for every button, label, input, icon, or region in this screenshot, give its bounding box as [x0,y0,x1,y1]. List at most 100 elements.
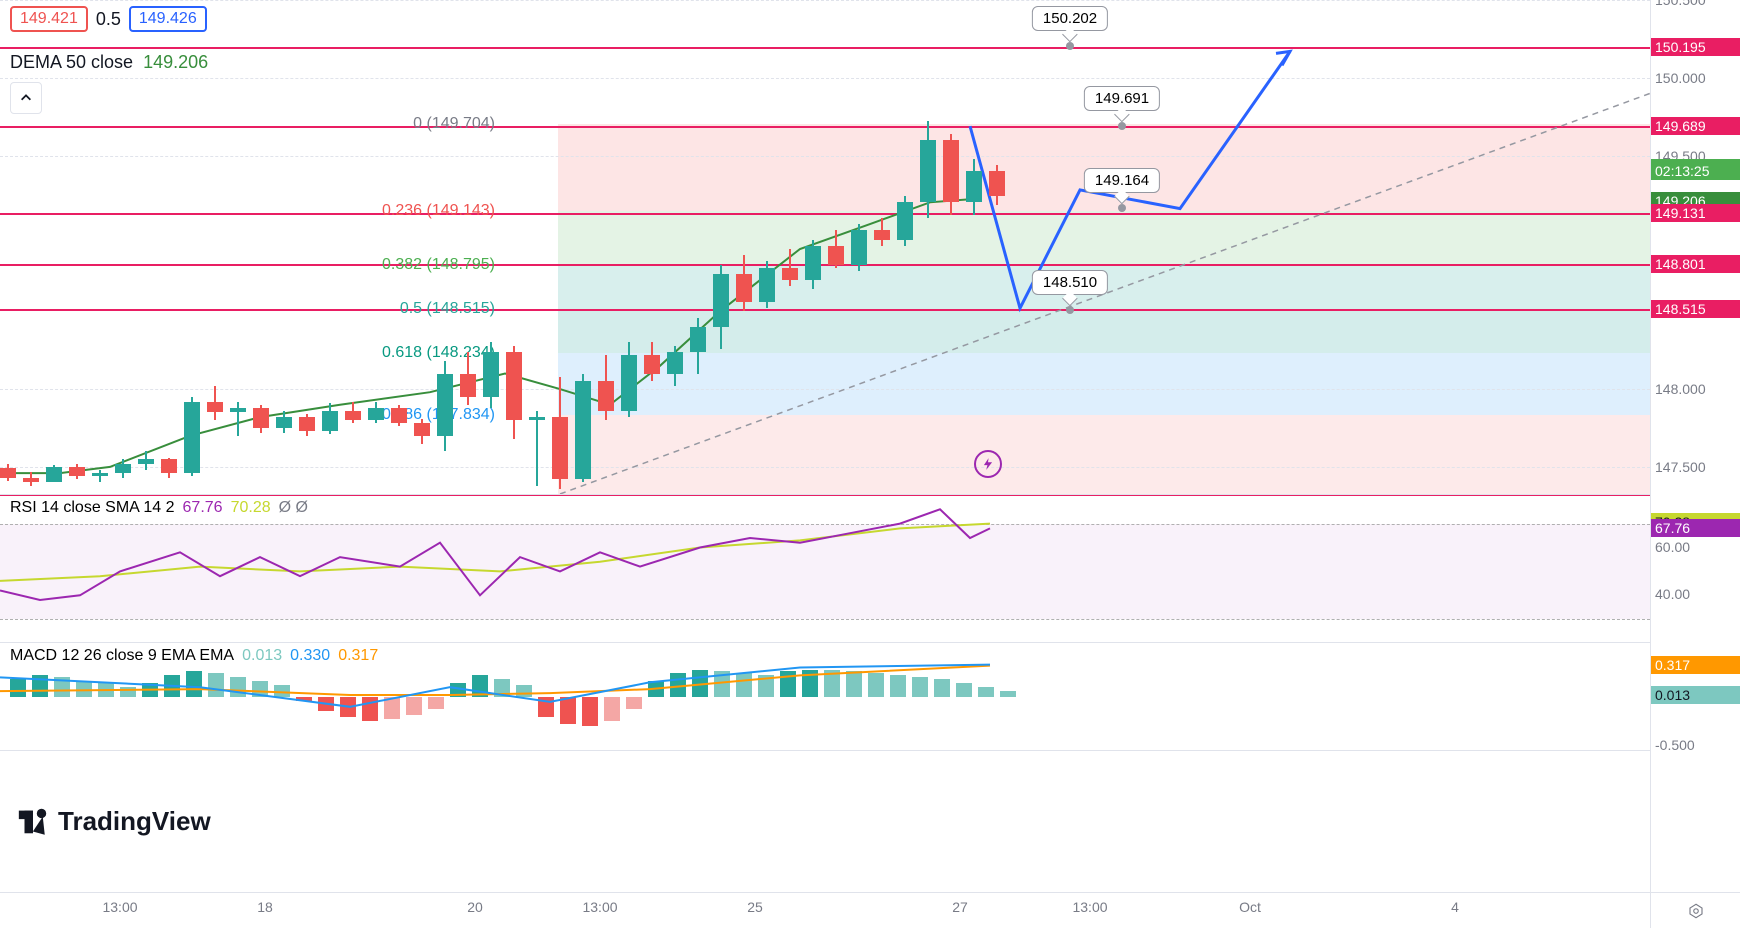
macd-v2: 0.330 [290,647,330,665]
candle [989,0,1005,494]
settings-corner[interactable] [1650,892,1740,928]
macd-bar [120,687,136,697]
main-yaxis: 150.500150.000149.500148.000147.500150.1… [1650,0,1740,494]
candle [299,0,315,494]
candle [184,0,200,494]
candle [253,0,269,494]
macd-bar [76,681,92,697]
candle [828,0,844,494]
candle [138,0,154,494]
macd-bar [824,670,840,697]
macd-bar [934,679,950,697]
gridline [0,467,1650,468]
x-label: 13:00 [102,899,137,915]
macd-bar [692,670,708,697]
rsi-bound [0,619,1650,620]
candle [115,0,131,494]
h-line [0,213,1650,215]
candle [322,0,338,494]
buy-box[interactable]: 149.426 [129,6,207,32]
candle [644,0,660,494]
macd-bar [274,685,290,697]
macd-bar [1000,691,1016,697]
price-callout[interactable]: 149.164 [1084,168,1160,193]
macd-bar [802,670,818,697]
price-callout[interactable]: 149.691 [1084,86,1160,111]
candle [483,0,499,494]
macd-legend: MACD 12 26 close 9 EMA EMA 0.013 0.330 0.31… [10,647,378,665]
macd-bar [428,697,444,709]
candle [391,0,407,494]
candle [920,0,936,494]
dema-legend: DEMA 50 close149.206 [10,52,208,73]
rsi-yaxis: 60.0040.0070.2867.76 [1650,494,1740,642]
callout-dot [1066,306,1074,314]
bolt-icon[interactable] [974,450,1002,478]
macd-bar [758,675,774,697]
candle [414,0,430,494]
macd-bar [868,673,884,697]
candle [621,0,637,494]
candle [897,0,913,494]
main-chart[interactable]: 0 (149.704)0.236 (149.143)0.382 (148.795… [0,0,1650,494]
candle [69,0,85,494]
collapse-button[interactable] [10,82,42,114]
logo-yaxis [1650,750,1740,892]
candle [805,0,821,494]
price-tag: 02:13:25 [1651,162,1740,180]
macd-bar [186,671,202,697]
sell-box[interactable]: 149.421 [10,6,88,32]
candle [437,0,453,494]
x-label: 18 [257,899,273,915]
candle [966,0,982,494]
candle [230,0,246,494]
tradingview-logo[interactable]: TradingView [16,804,211,838]
gridline [0,389,1650,390]
candle [690,0,706,494]
x-label: 13:00 [582,899,617,915]
x-axis[interactable]: 13:00182013:00252713:00Oct4 [0,892,1650,928]
candle [460,0,476,494]
spread: 0.5 [96,9,121,30]
macd-bar [560,697,576,724]
candle [782,0,798,494]
price-tag: 150.195 [1651,38,1740,56]
candle [851,0,867,494]
price-tag: 148.801 [1651,255,1740,273]
macd-bar [230,677,246,697]
macd-v3: 0.317 [338,647,378,665]
macd-legend-text: MACD 12 26 close 9 EMA EMA [10,647,234,665]
macd-bar [142,683,158,697]
candle [713,0,729,494]
rsi-tag: 67.76 [1651,519,1740,537]
candle [943,0,959,494]
callout-dot [1118,204,1126,212]
candle [161,0,177,494]
price-callout[interactable]: 150.202 [1032,6,1108,31]
macd-panel[interactable]: MACD 12 26 close 9 EMA EMA 0.013 0.330 0.31… [0,642,1650,750]
macd-bar [98,683,114,697]
macd-bar [10,679,26,697]
rsi-panel[interactable]: RSI 14 close SMA 14 267.7670.28Ø Ø [0,494,1650,642]
macd-bar [164,675,180,697]
candle [506,0,522,494]
price-tag: 148.515 [1651,300,1740,318]
callout-dot [1066,42,1074,50]
macd-bar [208,673,224,697]
x-label: 25 [747,899,763,915]
macd-bar [956,683,972,697]
price-callout[interactable]: 148.510 [1032,270,1108,295]
macd-bar [538,697,554,717]
rsi-band [0,524,1650,619]
macd-bar [670,673,686,697]
dema-value: 149.206 [143,52,208,73]
candle [759,0,775,494]
logo-text: TradingView [58,806,211,837]
macd-bar [406,697,422,715]
macd-v1: 0.013 [242,647,282,665]
macd-bar [252,681,268,697]
h-line [0,264,1650,266]
macd-bar [780,671,796,697]
macd-bar [384,697,400,719]
macd-bar [296,697,312,701]
